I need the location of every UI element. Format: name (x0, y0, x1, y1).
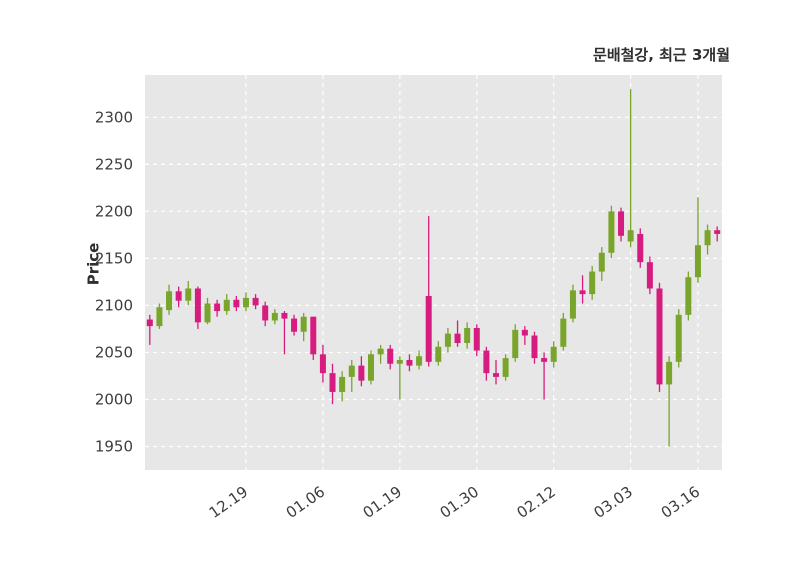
x-tick-label: 03.16 (658, 483, 704, 522)
candle-body (175, 291, 182, 301)
candle-body (156, 307, 163, 327)
candle-body (531, 335, 538, 359)
candle-body (483, 350, 490, 374)
candle-body (242, 297, 249, 308)
y-tick-label: 2150 (95, 249, 133, 267)
candle-body (310, 316, 317, 355)
candle-body (675, 314, 682, 362)
y-tick-label: 2200 (95, 202, 133, 220)
y-tick-label: 1950 (95, 437, 133, 455)
candle-body (146, 319, 153, 327)
x-tick-label: 01.06 (283, 483, 329, 522)
x-tick-label: 03.03 (590, 483, 636, 522)
candle-body (512, 329, 519, 359)
candle-body (656, 288, 663, 385)
candle-body (502, 358, 509, 377)
candle-body (618, 211, 625, 236)
candle-body (281, 312, 288, 319)
candle-body (387, 348, 394, 364)
candle-body (685, 277, 692, 315)
candle-body (598, 252, 605, 272)
candle-body (406, 359, 413, 366)
x-tick-label: 01.30 (437, 483, 483, 522)
candle-body (416, 356, 423, 366)
candle-body (367, 354, 374, 381)
candle-body (694, 245, 701, 278)
candle-body (396, 359, 403, 364)
candle-body (704, 230, 711, 246)
x-tick-label: 02.12 (513, 483, 559, 522)
candle-body (252, 297, 259, 306)
candle-body (444, 333, 451, 347)
candle-body (714, 230, 721, 234)
candle-body (233, 299, 240, 308)
candle-body (425, 296, 432, 362)
y-tick-label: 2050 (95, 343, 133, 361)
candle-body (271, 312, 278, 321)
candle-body (358, 365, 365, 381)
candle-body (560, 318, 567, 347)
candle-body (348, 365, 355, 377)
x-tick-label: 01.19 (360, 483, 406, 522)
candle-body (589, 271, 596, 295)
candle-body (473, 327, 480, 351)
y-tick-label: 2100 (95, 296, 133, 314)
candle-body (550, 346, 557, 362)
candle-body (262, 305, 269, 321)
candle-body (204, 303, 211, 323)
y-tick-label: 2300 (95, 108, 133, 126)
candle-body (166, 291, 173, 311)
chart-title: 문배철강, 최근 3개월 (593, 46, 730, 64)
candle-body (521, 329, 528, 336)
candle-body (214, 303, 221, 312)
candle-body (339, 376, 346, 392)
y-tick-label: 2250 (95, 155, 133, 173)
candle-body (666, 361, 673, 385)
candle-body (627, 230, 634, 242)
y-tick-label: 2000 (95, 390, 133, 408)
candle-body (223, 299, 230, 312)
candle-body (435, 346, 442, 362)
candle-body (454, 333, 461, 344)
candle-body (291, 318, 298, 332)
candle-body (300, 316, 307, 332)
candle-body (579, 290, 586, 295)
y-axis-label: Price (84, 242, 103, 286)
candle-body (646, 262, 653, 289)
candle-body (541, 358, 548, 362)
x-tick-label: 12.19 (206, 483, 252, 522)
candle-body (569, 290, 576, 319)
candle-body (194, 288, 201, 323)
candle-body (329, 373, 336, 392)
candle-body (493, 373, 500, 377)
candle-body (608, 211, 615, 253)
candle-body (185, 288, 192, 301)
candle-body (319, 354, 326, 374)
candle-body (637, 233, 644, 263)
candle-body (377, 348, 384, 355)
plot-area (145, 75, 722, 470)
candle-body (464, 327, 471, 344)
